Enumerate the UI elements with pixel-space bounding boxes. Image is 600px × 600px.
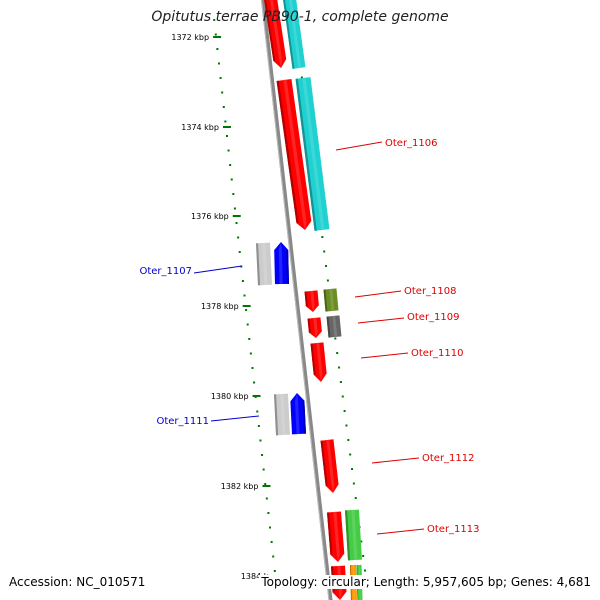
gene-label-oter-1109[interactable]: Oter_1109 <box>407 312 460 323</box>
cog-block-top-shine <box>289 0 302 69</box>
cog-block-oter-1106-edge <box>295 78 317 231</box>
cog-block-oter-1111-shine <box>280 393 286 436</box>
gene-arrow-oter-1106-shine <box>283 79 307 230</box>
gene-arrow-oter-1111 <box>290 393 306 435</box>
gene-label-oter-1107[interactable]: Oter_1107 <box>139 266 192 277</box>
cog-block-oter-1113-shine <box>351 509 358 561</box>
tick-label: 1378 kbp <box>201 302 239 311</box>
cog-block-oter-1108-edge <box>323 289 328 312</box>
cog-block-oter-1113-edge <box>345 510 351 561</box>
gene-arrow-oter-1108-edge <box>304 291 308 307</box>
cog-block-oter-1107-shine <box>262 242 268 286</box>
cog-block-oter-1108-shine <box>329 288 335 312</box>
tick-label: 1374 kbp <box>181 123 219 132</box>
cog-block-oter-1106-shine <box>302 77 325 231</box>
gene-arrow-oter-1106-edge <box>276 80 299 224</box>
gene-arrow-oter-1106 <box>276 78 312 230</box>
cog-block-top-edge <box>283 0 295 69</box>
gene-arrow-oter-1113-edge <box>327 512 333 555</box>
gene-arrow-top-shine <box>270 0 283 68</box>
gene-label-oter-1110[interactable]: Oter_1110 <box>411 348 464 359</box>
cog-block-oter-1109 <box>326 315 342 338</box>
gene-arrow-top-edge <box>264 0 276 62</box>
gene-arrow-oter-1107-edge <box>286 249 289 284</box>
gene-label-oter-1112[interactable]: Oter_1112 <box>422 453 475 464</box>
accession-label: Accession: NC_010571 <box>9 575 146 589</box>
tick-label: 1380 kbp <box>211 392 249 401</box>
gene-arrow-oter-1113 <box>327 511 345 562</box>
label-leader-line <box>360 352 409 359</box>
gene-arrow-oter-1108-shine <box>310 290 315 312</box>
gene-arrow-top <box>264 0 287 68</box>
tick-label: 1376 kbp <box>191 212 229 221</box>
cog-block-oter-1113 <box>345 509 362 561</box>
gene-arrow-oter-1110-shine <box>316 342 323 382</box>
topology-info: Topology: circular; Length: 5,957,605 bp… <box>259 575 591 589</box>
gene-arrow-oter-1107-shine <box>278 242 283 285</box>
cog-block-oter-1111-edge <box>274 394 279 436</box>
gene-arrow-oter-1109-edge <box>307 318 311 333</box>
gene-label-oter-1106[interactable]: Oter_1106 <box>385 138 438 149</box>
gene-arrow-oter-1107 <box>274 242 289 285</box>
gene-arrow-oter-1109 <box>307 317 322 338</box>
cog-block-oter-1106 <box>295 77 330 231</box>
backbone-highlight <box>260 0 330 600</box>
gene-arrow-oter-1111-edge <box>302 400 306 434</box>
cog-block-oter-1108 <box>323 288 339 312</box>
label-leader-line <box>193 265 243 274</box>
backbone-line <box>260 0 333 600</box>
gene-arrow-oter-1112 <box>320 439 339 493</box>
gene-label-oter-1113[interactable]: Oter_1113 <box>427 524 480 535</box>
gene-label-oter-1108[interactable]: Oter_1108 <box>404 286 457 297</box>
genome-title: Opitutus terrae PB90-1, complete genome <box>151 9 449 25</box>
gene-arrow-oter-1110 <box>310 342 327 382</box>
label-leader-line <box>376 528 425 535</box>
tick-label: 1384 k <box>241 572 269 581</box>
gene-arrow-oter-1112-edge <box>320 440 328 486</box>
gene-arrow-oter-1110-edge <box>310 343 316 375</box>
cog-block-oter-1109-edge <box>326 316 331 338</box>
label-leader-line <box>357 317 405 324</box>
gene-label-oter-1111[interactable]: Oter_1111 <box>156 416 209 427</box>
cog-block-oter-1111 <box>274 393 290 436</box>
cog-block-top <box>283 0 306 69</box>
gene-arrow-oter-1109-shine <box>313 317 318 338</box>
label-leader-line <box>354 290 402 298</box>
tick-label: 1382 kbp <box>221 482 259 491</box>
label-leader-line <box>335 141 383 151</box>
cog-block-oter-1107-edge <box>256 243 261 286</box>
tick-label: 1372 kbp <box>171 33 209 42</box>
label-leader-line <box>371 457 420 464</box>
cog-block-oter-1107 <box>256 242 272 286</box>
gene-arrow-oter-1111-shine <box>294 393 300 435</box>
label-leader-line <box>210 415 260 422</box>
gene-arrow-oter-1113-shine <box>333 511 340 562</box>
gene-arrow-oter-1108 <box>304 290 319 312</box>
gene-arrow-oter-1112-shine <box>326 439 335 493</box>
cog-block-oter-1109-shine <box>332 315 338 338</box>
